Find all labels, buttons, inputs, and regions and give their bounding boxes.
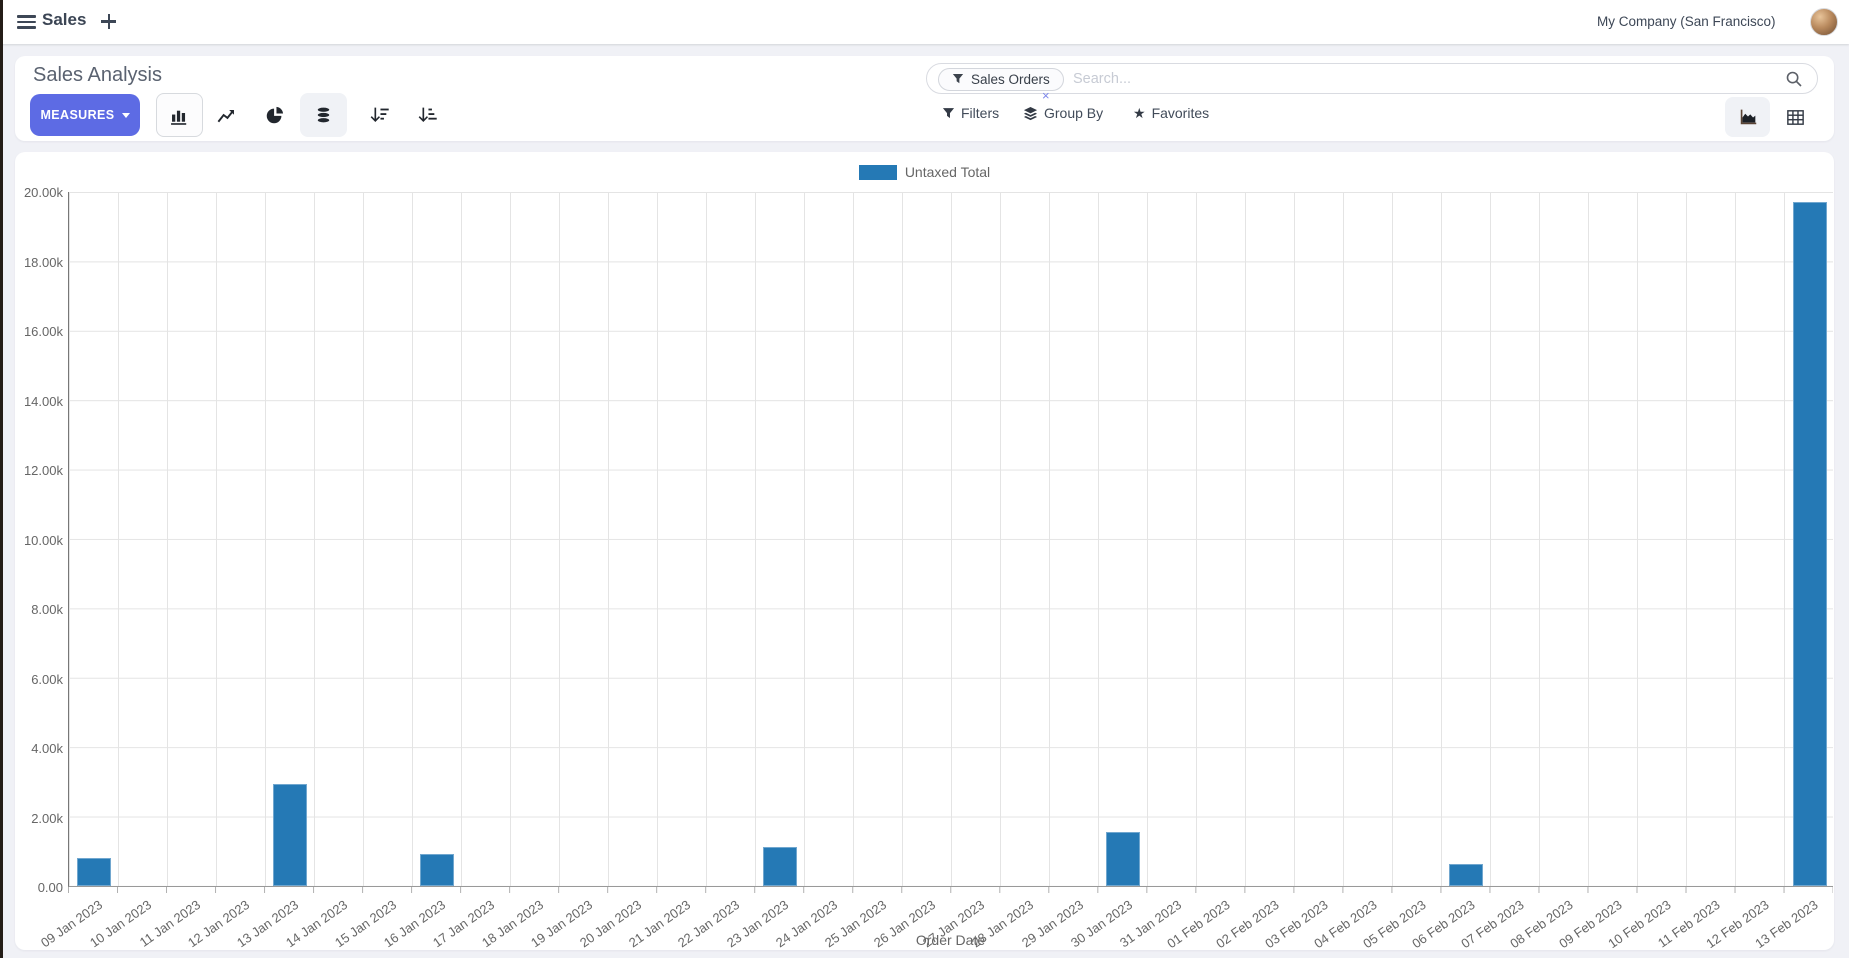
search-icon[interactable] <box>1785 70 1803 93</box>
y-axis-labels: 20.00k 18.00k 16.00k 14.00k 12.00k 10.00k 8.00… <box>15 185 63 895</box>
measures-button-label: MEASURES <box>40 108 115 122</box>
search-facet-sales-orders[interactable]: Sales Orders <box>938 67 1064 91</box>
x-axis-title: Order Date <box>915 932 986 948</box>
x-axis-ticks <box>68 887 1833 893</box>
y-tick-label: 4.00k <box>31 741 63 756</box>
chart-type-line-button[interactable] <box>203 93 250 137</box>
bar-06-Feb-2023[interactable] <box>1449 864 1484 886</box>
chart-type-pie-button[interactable] <box>251 93 298 137</box>
group-by-menu-button[interactable]: Group By <box>1023 100 1103 126</box>
company-switcher[interactable]: My Company (San Francisco) <box>1597 14 1776 29</box>
y-tick-label: 6.00k <box>31 671 63 687</box>
y-tick-label: 0.00 <box>37 880 63 895</box>
favorites-label: Favorites <box>1151 105 1210 121</box>
view-switch-pivot-button[interactable] <box>1773 97 1818 137</box>
filters-label: Filters <box>961 105 1000 121</box>
page-title: Sales Analysis <box>33 64 162 86</box>
graph-view: Untaxed Total 20.00k 18.00k 16.00k 14.00k 12… <box>15 152 1834 951</box>
measures-button[interactable]: MEASURES <box>30 94 140 136</box>
bar-13-Jan-2023[interactable] <box>272 784 307 886</box>
chevron-down-icon <box>121 112 130 118</box>
user-avatar[interactable] <box>1810 8 1838 36</box>
y-tick-label: 20.00k <box>23 185 63 200</box>
y-tick-label: 18.00k <box>23 254 63 270</box>
bar-16-Jan-2023[interactable] <box>419 854 454 886</box>
search-input[interactable]: Search... <box>1073 71 1132 87</box>
facet-label: Sales Orders <box>971 71 1050 87</box>
filter-funnel-icon <box>952 74 964 84</box>
new-tab-plus-icon[interactable] <box>101 14 116 29</box>
bar-30-Jan-2023[interactable] <box>1106 832 1141 886</box>
view-switch-graph-button[interactable] <box>1725 97 1770 137</box>
control-panel: Sales Analysis MEASURES <box>15 56 1834 141</box>
y-tick-label: 16.00k <box>23 324 63 339</box>
star-icon: ★ <box>1133 105 1146 121</box>
y-tick-label: 8.00k <box>31 602 63 617</box>
filter-funnel-icon <box>942 107 955 118</box>
facet-remove-icon[interactable]: × <box>1042 88 1050 103</box>
y-tick-label: 12.00k <box>23 463 63 478</box>
y-tick-label: 2.00k <box>31 810 63 826</box>
apps-menu-icon[interactable] <box>17 15 36 29</box>
y-tick-label: 14.00k <box>23 393 63 409</box>
sort-ascending-button[interactable] <box>404 93 451 137</box>
bar-09-Jan-2023[interactable] <box>76 857 111 886</box>
chart-type-bar-button[interactable] <box>156 93 203 137</box>
legend-label: Untaxed Total <box>904 164 991 180</box>
app-name[interactable]: Sales <box>42 10 87 29</box>
favorites-menu-button[interactable]: ★ Favorites <box>1133 100 1209 126</box>
x-axis-labels: 09 Jan 2023 10 Jan 2023 11 Jan 2023 12 Jan … <box>38 889 1833 951</box>
bar-13-Feb-2023[interactable] <box>1792 202 1827 886</box>
plot-grid <box>68 192 1833 887</box>
bar-23-Jan-2023[interactable] <box>762 847 797 886</box>
y-tick-label: 10.00k <box>23 532 63 548</box>
search-bar[interactable]: Sales Orders × Search... <box>926 63 1818 102</box>
legend-swatch-untaxed-total[interactable] <box>858 164 897 180</box>
chart-legend: Untaxed Total <box>15 164 1834 180</box>
group-by-label: Group By <box>1044 105 1104 121</box>
filters-menu-button[interactable]: Filters <box>942 100 999 126</box>
layers-icon <box>1023 106 1038 120</box>
sort-descending-button[interactable] <box>356 93 403 137</box>
stacked-toggle-button[interactable] <box>300 93 347 137</box>
screen-edge <box>0 0 3 958</box>
navbar: Sales 5 14 My Compa <box>0 0 1849 44</box>
